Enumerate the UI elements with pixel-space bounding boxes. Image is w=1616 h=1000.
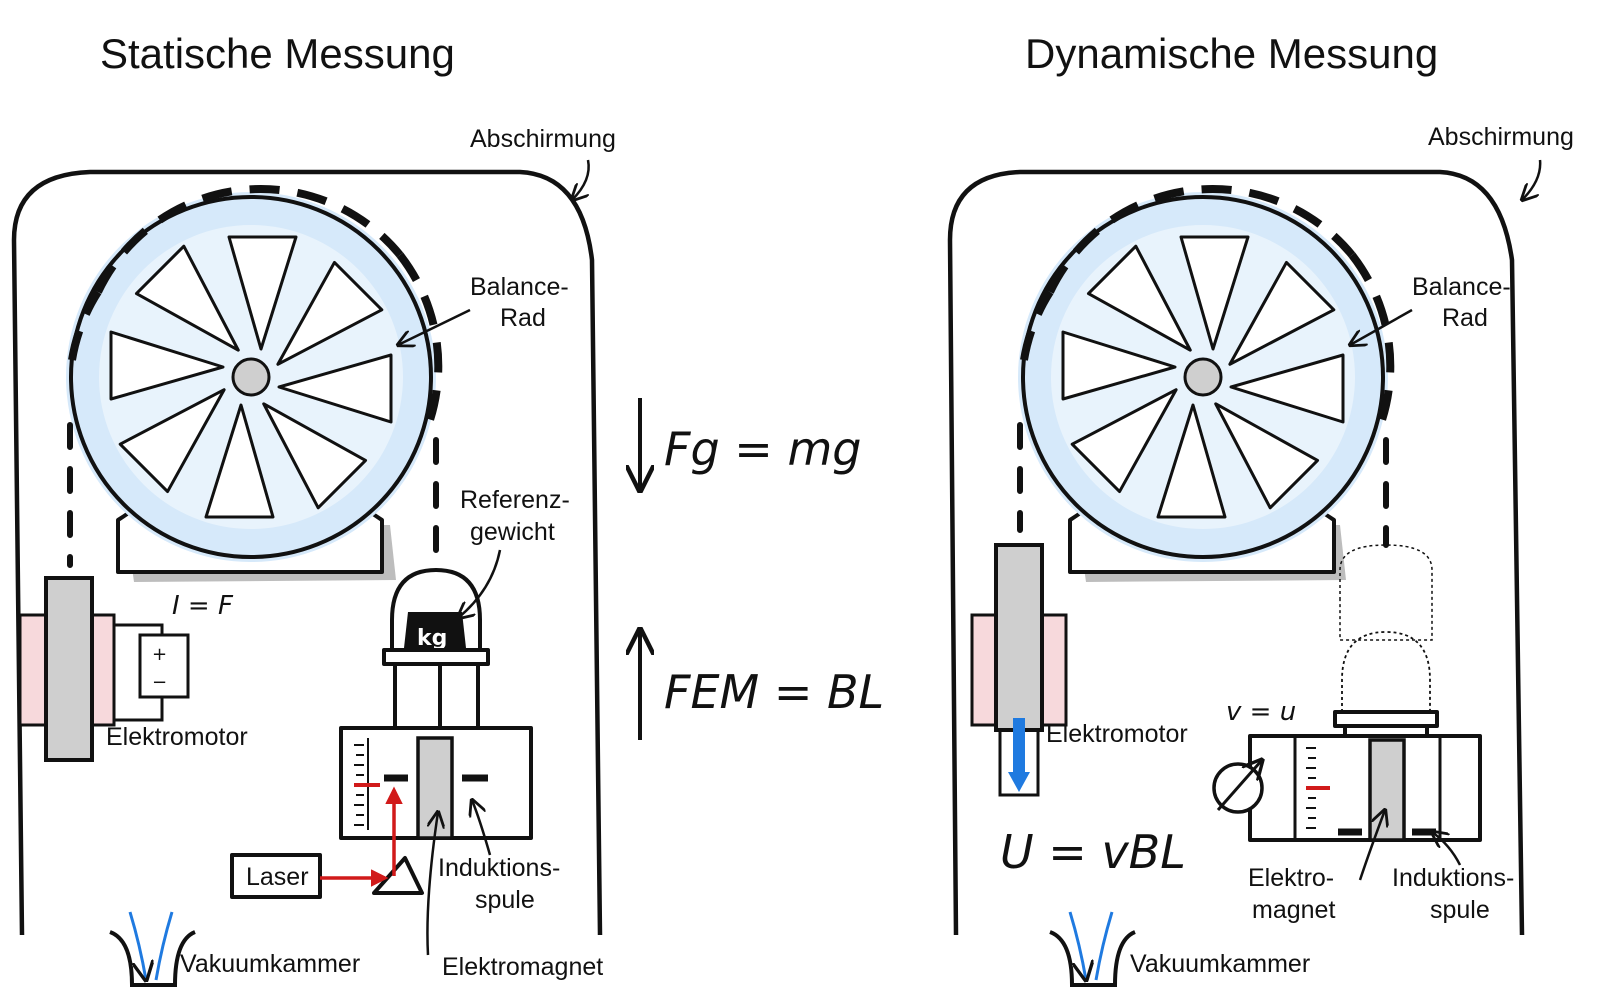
left-motor-shaft — [44, 576, 94, 762]
left-shield-outline — [11, 169, 603, 936]
left-weight-plate — [382, 648, 490, 666]
right-vacuum-label: Vakuumkammer — [1130, 950, 1310, 978]
left-wheel-label-1: Balance- — [470, 273, 569, 301]
right-weight-plate — [1333, 710, 1439, 728]
right-wheel-label-1: Balance- — [1412, 273, 1511, 301]
left-scale-ticks — [354, 744, 364, 826]
right-coil-housing — [1248, 734, 1482, 842]
left-current-eq: I = F — [172, 591, 234, 621]
right-shield-outline — [947, 169, 1525, 936]
right-wheel-spokes — [1061, 235, 1345, 519]
left-electromagnet — [416, 736, 454, 840]
left-ref-label-2: gewicht — [470, 518, 555, 546]
right-voltage-eq: U = vBL — [1000, 825, 1186, 879]
right-shield-label: Abschirmung — [1428, 123, 1574, 151]
left-magnet-pointer — [426, 812, 438, 956]
eq-gravity: Fg = mg — [664, 422, 861, 476]
left-wheel-label-2: Rad — [500, 304, 546, 332]
right-coil-label-1: Induktions- — [1392, 864, 1514, 892]
right-magnet-pointer — [1358, 810, 1385, 881]
svg-text:+: + — [152, 644, 167, 665]
left-magnet-label: Elektromagnet — [442, 953, 603, 981]
left-wheel-pointer — [398, 308, 471, 345]
left-coil-label-2: spule — [475, 886, 535, 914]
left-ref-pointer — [458, 549, 502, 618]
right-scale-ticks — [1306, 747, 1316, 829]
left-title: Statische Messung — [100, 30, 455, 77]
left-panel: Abschirmung Balance- Rad — [11, 125, 616, 987]
right-wheel-rim — [1021, 195, 1385, 559]
right-magnet-label-2: magnet — [1252, 896, 1335, 924]
force-equations: Fg = mg FEM = BL — [640, 398, 884, 740]
right-panel: Abschirmung Balance- Rad — [947, 123, 1574, 987]
left-weight-kg — [404, 612, 466, 648]
eq-em: FEM = BL — [664, 665, 884, 719]
right-title: Dynamische Messung — [1025, 30, 1438, 77]
svg-text:−: − — [152, 672, 167, 693]
left-laser-box — [230, 853, 322, 899]
left-weight-text: kg — [417, 626, 447, 651]
left-wheel-rim — [69, 195, 433, 559]
right-shield-pointer — [1522, 159, 1542, 200]
right-coil-label-2: spule — [1430, 896, 1490, 924]
left-shield-pointer — [572, 159, 590, 200]
left-motor-label: Elektromotor — [106, 723, 248, 751]
left-vacuum-label: Vakuumkammer — [180, 950, 360, 978]
right-magnet-label-1: Elektro- — [1248, 864, 1334, 892]
left-shield-label: Abschirmung — [470, 125, 616, 153]
right-wheel-pointer — [1350, 308, 1413, 345]
left-vacuum-port — [109, 930, 196, 987]
left-coil-label-1: Induktions- — [438, 854, 560, 882]
right-wheel-hub — [1183, 357, 1223, 397]
left-prism — [372, 856, 424, 895]
left-battery — [138, 633, 190, 699]
right-ghost-weight-lower — [1341, 631, 1431, 713]
left-coil-pointer — [472, 800, 492, 856]
right-motor-shaft — [994, 543, 1044, 732]
left-laser-label: Laser — [246, 863, 309, 891]
left-wheel-band — [94, 185, 404, 294]
right-wheel-label-2: Rad — [1442, 304, 1488, 332]
right-vacuum-port — [1049, 930, 1136, 987]
right-motor-label: Elektromotor — [1046, 720, 1188, 748]
right-coil-pointer — [1432, 832, 1462, 866]
left-ref-label-1: Referenz- — [460, 486, 570, 514]
right-velocity-eq: v = u — [1226, 697, 1296, 727]
left-wheel-spokes — [109, 235, 393, 519]
right-ghost-weight-upper — [1339, 544, 1433, 641]
left-wheel-hub — [231, 357, 271, 397]
right-electromagnet — [1368, 738, 1406, 842]
